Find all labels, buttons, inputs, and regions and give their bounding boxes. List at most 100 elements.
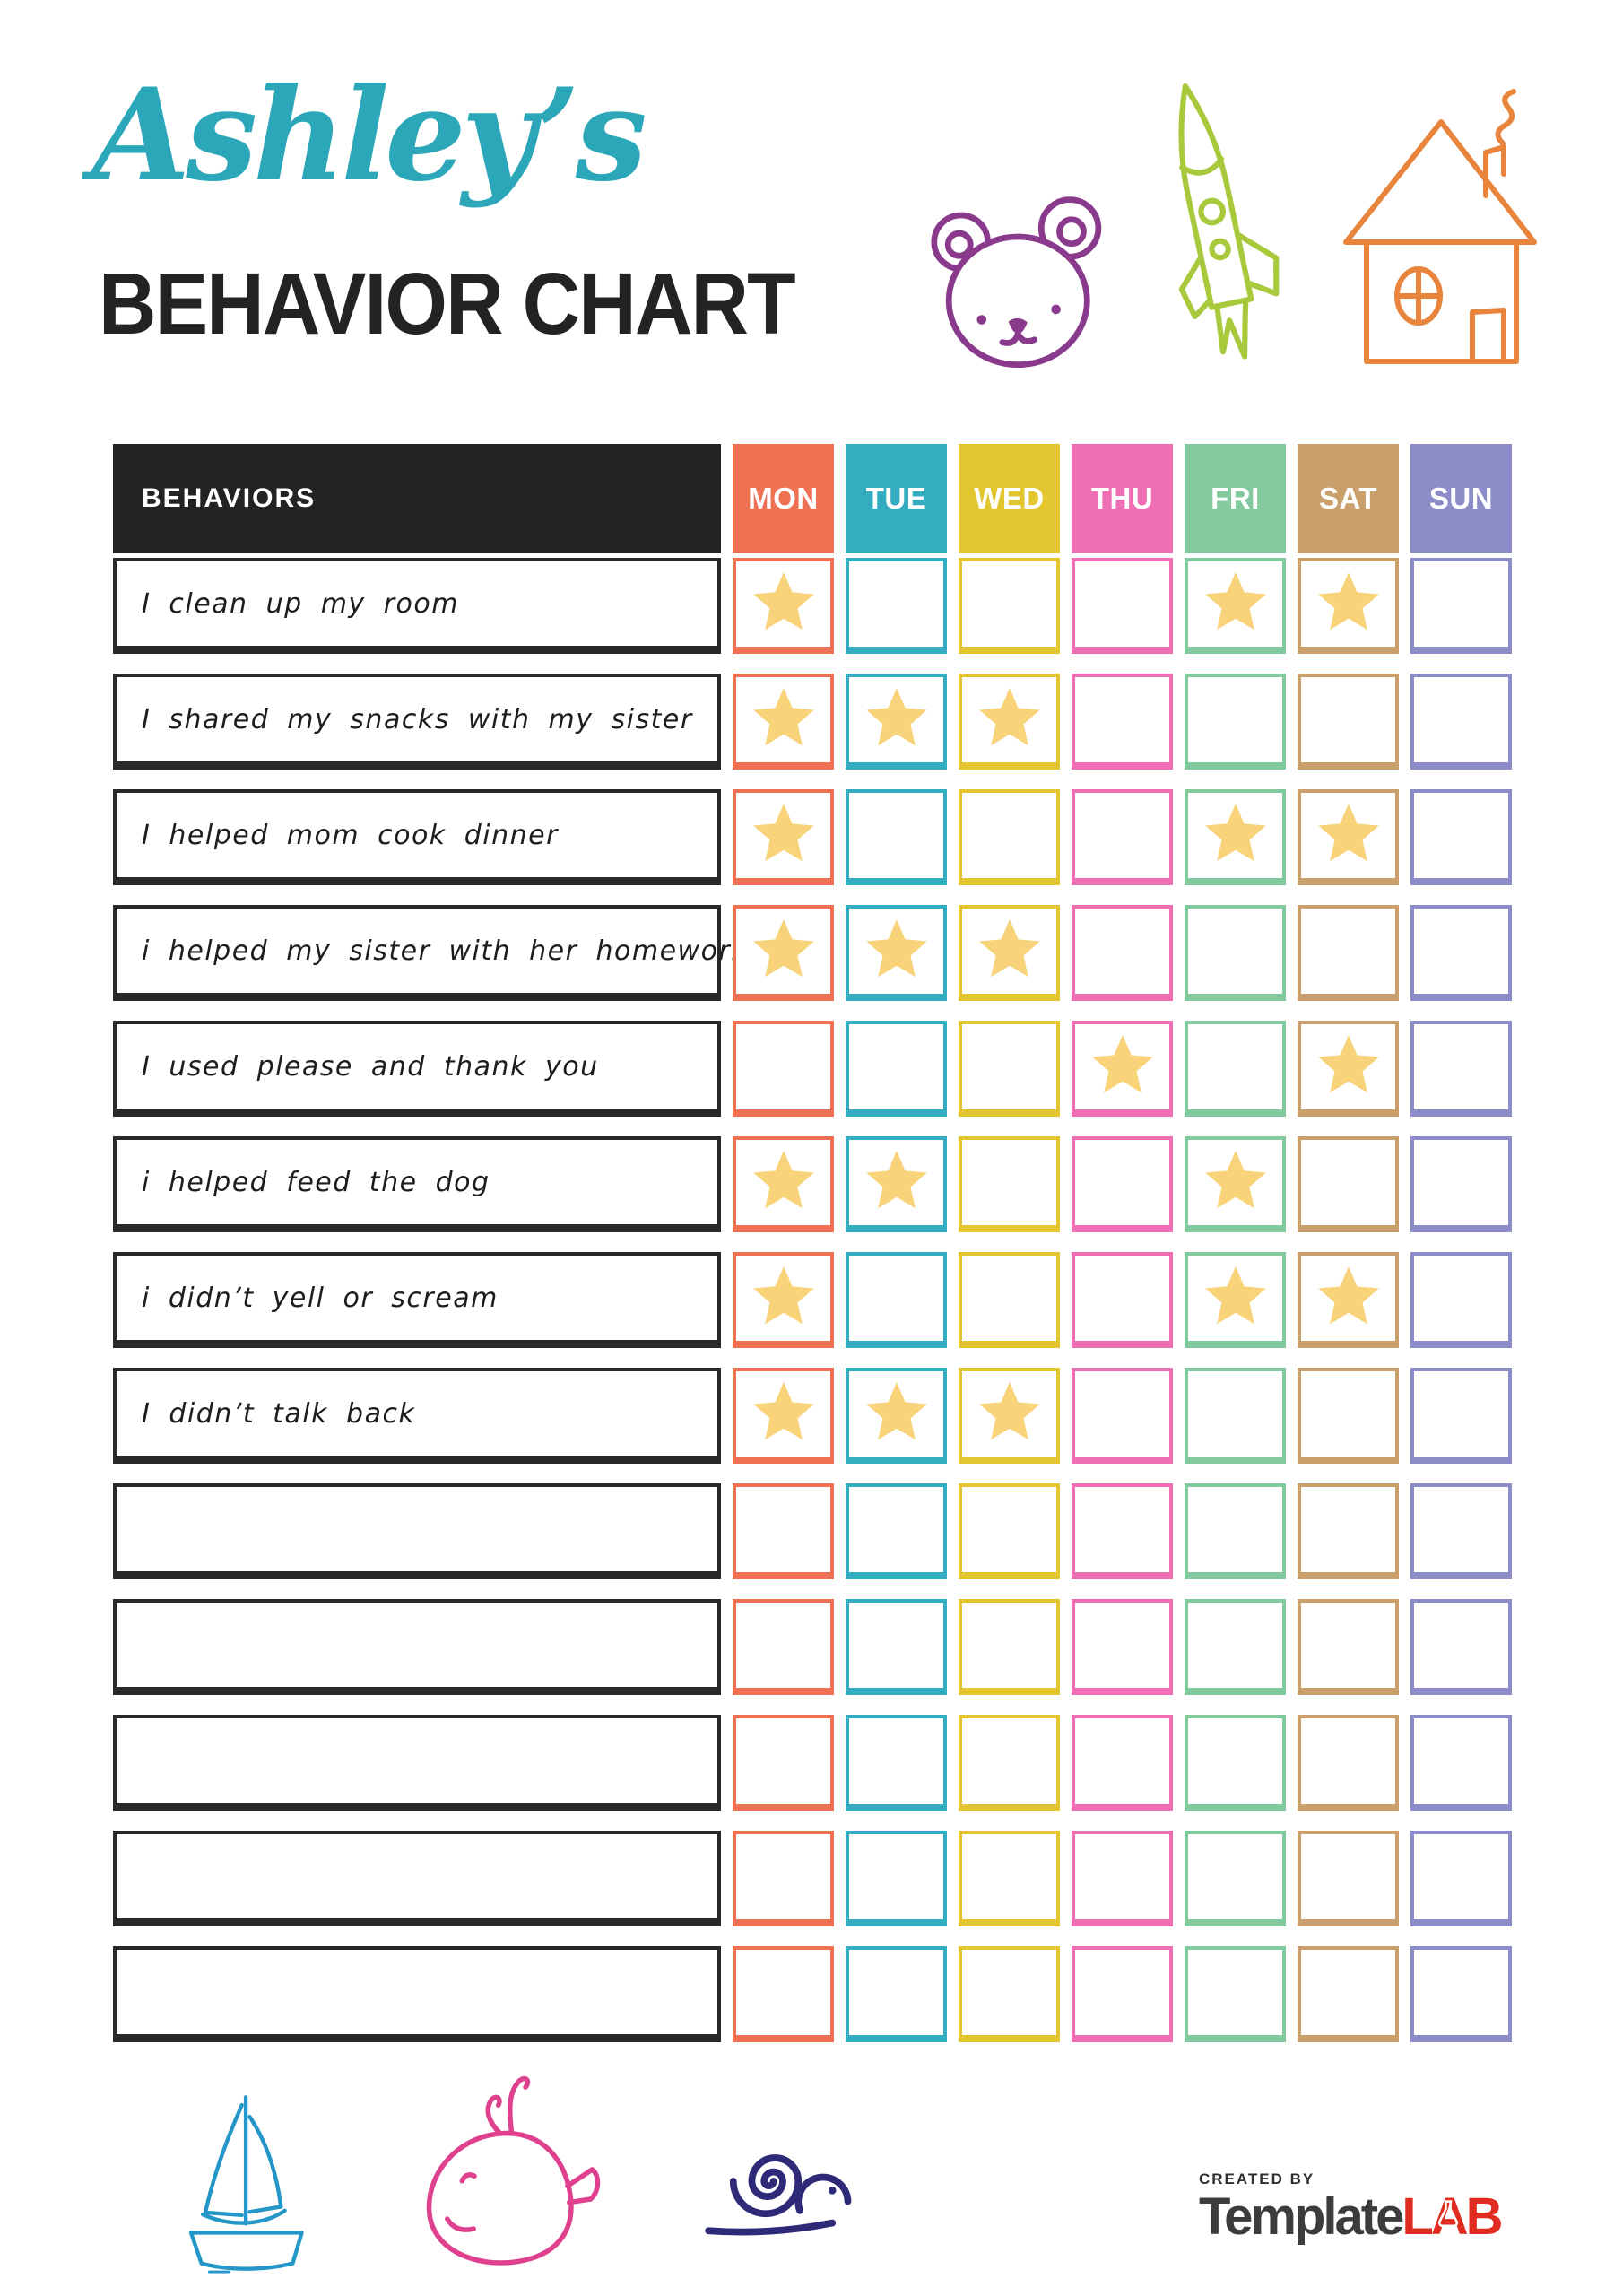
- table-row: i didn’t yell or scream: [113, 1252, 1512, 1348]
- page-title: BEHAVIOR CHART: [99, 255, 796, 352]
- day-cell-thu: [1072, 905, 1173, 1001]
- table-row: I used please and thank you: [113, 1021, 1512, 1117]
- star-icon: [752, 918, 814, 978]
- table-row: i helped my sister with her homework: [113, 905, 1512, 1001]
- day-cell-sun: [1410, 1368, 1512, 1464]
- table-row: I helped mom cook dinner: [113, 789, 1512, 885]
- table-row: [113, 1483, 1512, 1579]
- day-cell-sat: [1298, 905, 1399, 1001]
- behavior-label-text: I helped mom cook dinner: [142, 819, 559, 851]
- day-cell-wed: [959, 674, 1060, 770]
- day-cell-mon: [733, 789, 834, 885]
- day-cell-sun: [1410, 1599, 1512, 1695]
- day-cell-sun: [1410, 558, 1512, 654]
- snail-doodle-icon: [653, 2113, 879, 2260]
- day-cell-fri: [1185, 1021, 1286, 1117]
- day-cell-tue: [846, 1136, 947, 1232]
- day-cell-mon: [733, 1946, 834, 2042]
- day-cell-sat: [1298, 1831, 1399, 1926]
- behavior-label-box: i helped feed the dog: [113, 1136, 721, 1232]
- brand-template-text: Template: [1199, 2187, 1404, 2246]
- day-cell-tue: [846, 1831, 947, 1926]
- day-cell-fri: [1185, 789, 1286, 885]
- behavior-label-text: i didn’t yell or scream: [142, 1282, 499, 1314]
- day-cell-thu: [1072, 789, 1173, 885]
- table-row: [113, 1599, 1512, 1695]
- table-row: [113, 1831, 1512, 1926]
- star-icon: [1317, 1265, 1379, 1325]
- day-cell-wed: [959, 905, 1060, 1001]
- day-cell-mon: [733, 558, 834, 654]
- day-cell-mon: [733, 1715, 834, 1811]
- behavior-label-box: I used please and thank you: [113, 1021, 721, 1117]
- day-cell-sat: [1298, 1136, 1399, 1232]
- table-row: [113, 1715, 1512, 1811]
- day-cell-thu: [1072, 1946, 1173, 2042]
- whale-doodle-icon: [384, 2057, 628, 2280]
- day-cell-fri: [1185, 1252, 1286, 1348]
- star-icon: [865, 1150, 927, 1209]
- behavior-label-text: i helped my sister with her homework: [142, 935, 749, 967]
- star-icon: [978, 1381, 1040, 1440]
- day-cell-mon: [733, 1483, 834, 1579]
- star-icon: [978, 687, 1040, 746]
- house-doodle-icon: [1325, 88, 1569, 384]
- star-icon: [1204, 803, 1266, 862]
- day-cell-sun: [1410, 1252, 1512, 1348]
- day-cell-fri: [1185, 905, 1286, 1001]
- day-cell-sun: [1410, 1021, 1512, 1117]
- day-cell-sat: [1298, 1368, 1399, 1464]
- star-icon: [1317, 1034, 1379, 1093]
- star-icon: [978, 918, 1040, 978]
- day-header-sat: SAT: [1298, 444, 1399, 553]
- table-row: I didn’t talk back: [113, 1368, 1512, 1464]
- behavior-label-box: [113, 1483, 721, 1579]
- day-cell-wed: [959, 1483, 1060, 1579]
- day-cell-fri: [1185, 1946, 1286, 2042]
- star-icon: [752, 1150, 814, 1209]
- star-icon: [1317, 571, 1379, 631]
- day-header-mon: MON: [733, 444, 834, 553]
- day-cell-sun: [1410, 674, 1512, 770]
- day-cell-wed: [959, 1136, 1060, 1232]
- behavior-label-text: I clean up my room: [142, 587, 459, 620]
- day-cell-tue: [846, 558, 947, 654]
- behavior-label-box: I clean up my room: [113, 558, 721, 654]
- star-icon: [865, 1381, 927, 1440]
- day-cell-sat: [1298, 1946, 1399, 2042]
- star-icon: [865, 687, 927, 746]
- day-cell-sat: [1298, 1252, 1399, 1348]
- day-cell-tue: [846, 1715, 947, 1811]
- day-cell-wed: [959, 1021, 1060, 1117]
- day-cell-fri: [1185, 1831, 1286, 1926]
- behavior-label-text: i helped feed the dog: [142, 1166, 490, 1198]
- created-by-label: CREATED BY: [1199, 2170, 1315, 2187]
- day-cell-fri: [1185, 1599, 1286, 1695]
- behavior-label-box: [113, 1946, 721, 2042]
- day-cell-mon: [733, 1252, 834, 1348]
- day-cell-sun: [1410, 1136, 1512, 1232]
- behavior-label-box: i helped my sister with her homework: [113, 905, 747, 1001]
- star-icon: [752, 571, 814, 631]
- day-cell-wed: [959, 1599, 1060, 1695]
- day-cell-thu: [1072, 1136, 1173, 1232]
- star-icon: [752, 1265, 814, 1325]
- day-cell-thu: [1072, 1368, 1173, 1464]
- day-cell-wed: [959, 1946, 1060, 2042]
- day-cell-tue: [846, 1252, 947, 1348]
- day-cell-sun: [1410, 905, 1512, 1001]
- star-icon: [752, 1381, 814, 1440]
- day-cell-mon: [733, 1599, 834, 1695]
- day-cell-wed: [959, 558, 1060, 654]
- day-cell-sat: [1298, 1483, 1399, 1579]
- day-cell-thu: [1072, 674, 1173, 770]
- day-header-thu: THU: [1072, 444, 1173, 553]
- day-cell-wed: [959, 1368, 1060, 1464]
- day-cell-thu: [1072, 1831, 1173, 1926]
- table-row: i helped feed the dog: [113, 1136, 1512, 1232]
- day-cell-thu: [1072, 1715, 1173, 1811]
- day-cell-sun: [1410, 1715, 1512, 1811]
- flask-icon: [1438, 2200, 1459, 2228]
- day-cell-wed: [959, 789, 1060, 885]
